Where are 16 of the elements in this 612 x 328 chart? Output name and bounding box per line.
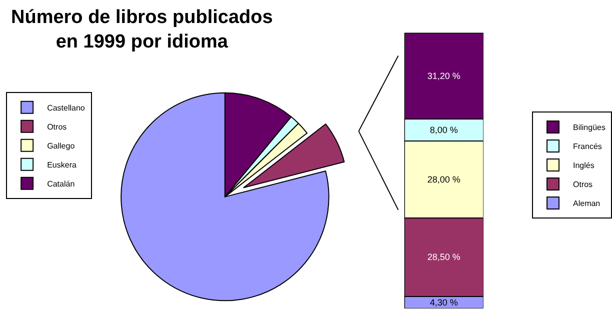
legend-label: Aleman (573, 199, 600, 208)
legend-label: Bilingües (573, 123, 606, 132)
data-label: 31,20 % (427, 70, 460, 81)
data-label: 8,00 % (430, 124, 458, 135)
legend-label: Francés (573, 142, 602, 152)
data-label: 28,50 % (427, 252, 460, 262)
legend-label: Otros (573, 180, 593, 190)
legend-label: Inglés (573, 161, 594, 170)
legend-label: Catalán (47, 179, 75, 188)
data-label: 4,30 % (430, 297, 458, 308)
data-label: 28,00 % (427, 174, 460, 184)
legend-label: Euskera (47, 160, 77, 170)
chart-title: Número de libros publicados en 1999 por idioma (11, 7, 273, 53)
legend-label: Otros (47, 122, 67, 132)
legend-label: Gallego (47, 141, 76, 150)
legend-label: Castellano (47, 103, 86, 112)
